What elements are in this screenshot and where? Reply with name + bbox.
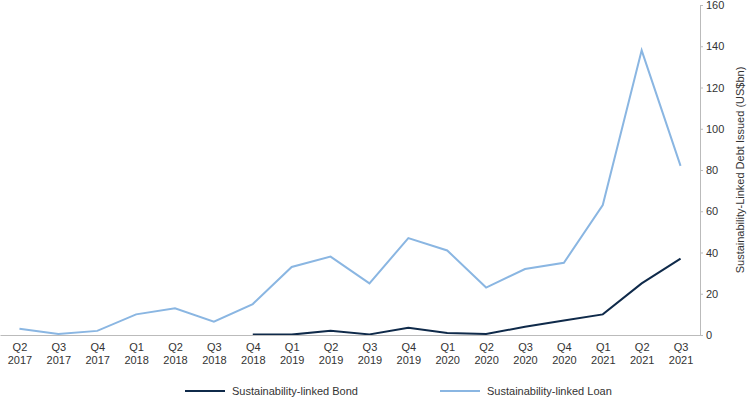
x-tick: Q42018 [241,335,265,366]
x-tick-label: Q32020 [513,341,537,366]
x-tick: Q22020 [474,335,498,366]
x-tick-label: Q22020 [474,341,498,366]
x-tick-label: Q42019 [397,341,421,366]
y-tick-label: 20 [706,288,718,300]
legend: Sustainability-linked Bond Sustainability… [185,385,612,397]
x-tick: Q22017 [8,335,32,366]
y-tick: 20 [700,288,718,300]
x-tick-label: Q22018 [163,341,187,366]
x-tick: Q42020 [552,335,576,366]
x-tick-label: Q12020 [435,341,459,366]
x-tick-label: Q42017 [85,341,109,366]
y-axis-title: Sustainability-Linked Debt Issued (US$bn… [734,67,746,274]
y-tick: 40 [700,247,718,259]
y-axis-line [701,6,704,336]
x-tick-label: Q32018 [202,341,226,366]
x-tick-label: Q32019 [358,341,382,366]
x-axis: Q22017 Q32017 Q42017 Q12018 Q22018 Q32018 Q420… [1,335,701,366]
y-tick-mark [700,294,703,295]
y-tick-mark [700,170,703,171]
y-tick: 140 [700,40,724,52]
x-tick-label: Q22019 [319,341,343,366]
y-tick: 60 [700,205,718,217]
y-tick-mark [700,46,703,47]
x-tick: Q12020 [435,335,459,366]
x-tick: Q42019 [397,335,421,366]
legend-item: Sustainability-linked Loan [440,385,612,397]
x-tick-label: Q12018 [124,341,148,366]
y-tick-label: 140 [706,40,724,52]
x-tick: Q32019 [358,335,382,366]
legend-swatch [185,390,225,392]
x-tick: Q22019 [319,335,343,366]
y-axis: 0 20 40 60 80 100 120 140 160 [700,0,724,341]
y-tick-label: 60 [706,205,718,217]
series-line [19,50,680,334]
y-tick-mark [700,88,703,89]
y-tick: 80 [700,164,718,176]
y-tick-label: 100 [706,123,724,135]
y-tick: 120 [700,82,724,94]
x-tick: Q22018 [163,335,187,366]
x-tick-label: Q12021 [591,341,615,366]
x-tick-label: Q32021 [669,341,693,366]
x-tick-label: Q12019 [280,341,304,366]
y-tick-mark [700,253,703,254]
y-tick-label: 120 [706,82,724,94]
chart: 0 20 40 60 80 100 120 140 160 Sustainability-Link… [0,0,750,409]
x-tick: Q32020 [513,335,537,366]
x-tick: Q32021 [669,335,693,366]
y-tick-mark [700,129,703,130]
x-tick: Q12021 [591,335,615,366]
y-tick-mark [700,5,703,6]
y-tick-label: 0 [706,329,712,341]
x-tick: Q12018 [124,335,148,366]
y-tick: 100 [700,123,724,135]
x-tick-label: Q42020 [552,341,576,366]
lines [19,50,680,334]
x-axis-line [1,335,701,336]
y-tick-label: 160 [706,0,724,11]
legend-label: Sustainability-linked Bond [232,385,358,397]
legend-item: Sustainability-linked Bond [185,385,358,397]
y-tick-label: 80 [706,164,718,176]
y-tick: 0 [700,329,712,341]
y-tick: 160 [700,0,724,11]
x-tick: Q22021 [630,335,654,366]
legend-label: Sustainability-linked Loan [487,385,612,397]
y-tick-mark [700,211,703,212]
x-tick: Q32017 [47,335,71,366]
y-tick-label: 40 [706,247,718,259]
x-tick: Q32018 [202,335,226,366]
x-tick-label: Q22017 [8,341,32,366]
x-tick-label: Q32017 [47,341,71,366]
x-tick: Q12019 [280,335,304,366]
x-tick-label: Q22021 [630,341,654,366]
x-tick: Q42017 [85,335,109,366]
legend-swatch [440,390,480,392]
x-tick-label: Q42018 [241,341,265,366]
